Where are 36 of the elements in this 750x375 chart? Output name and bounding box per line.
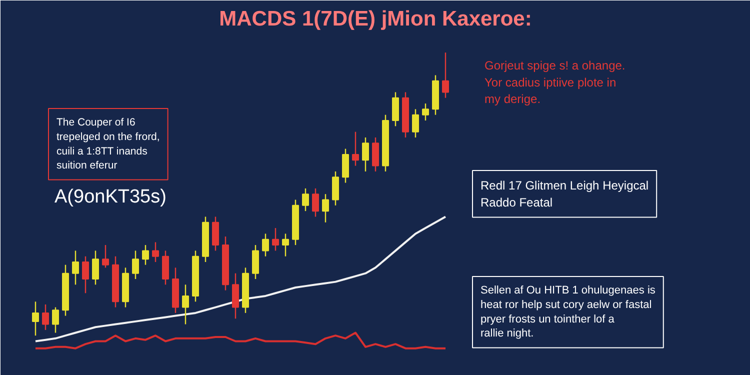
candlestick bbox=[322, 193, 329, 223]
candlestick bbox=[342, 148, 349, 184]
candlestick bbox=[362, 136, 369, 172]
candlestick bbox=[442, 52, 449, 98]
candlestick bbox=[302, 188, 309, 212]
candlestick bbox=[372, 136, 379, 172]
text: Redl 17 Glitmen Leigh Heyigcal Raddo Featal bbox=[480, 178, 649, 210]
candlestick bbox=[152, 242, 159, 263]
candlestick bbox=[102, 244, 109, 268]
candlestick bbox=[132, 250, 139, 280]
candlestick bbox=[72, 250, 79, 286]
candlestick bbox=[232, 272, 239, 320]
candlestick bbox=[392, 92, 399, 127]
candlestick bbox=[52, 306, 59, 334]
candlestick bbox=[252, 244, 259, 280]
text: Sellen af Ou HITB 1 ohulugenaes is heat ror help sut cory aelw or fastal pryer frosts un tointher lof a rallie night. bbox=[480, 284, 656, 340]
candlestick bbox=[42, 304, 49, 331]
annotation: The Couper of I6 trepelged on the frord, cuili a 1:8TT inands suition eferur bbox=[56, 116, 160, 172]
candlestick bbox=[272, 227, 279, 252]
candlestick bbox=[352, 131, 359, 166]
candlestick bbox=[312, 188, 319, 218]
annotation: A(9onKT35s) bbox=[54, 186, 166, 208]
text: Gorjeut spige s! a ohange. Yor cadius iptiive plote in my derige. bbox=[484, 58, 626, 106]
candlestick bbox=[212, 216, 219, 252]
chart-title: MACDS 1(7D(E) jMion Kaxeroe: bbox=[219, 8, 532, 30]
candlestick bbox=[32, 301, 39, 336]
candlestick bbox=[412, 108, 419, 138]
candlestick bbox=[282, 233, 289, 257]
candlestick bbox=[332, 170, 339, 206]
candlestick bbox=[182, 284, 189, 325]
candlestick bbox=[92, 250, 99, 286]
candlestick bbox=[262, 233, 269, 257]
candlestick bbox=[142, 244, 149, 266]
candlestick bbox=[82, 256, 89, 294]
candlestick bbox=[162, 250, 169, 286]
candlestick bbox=[422, 102, 429, 122]
